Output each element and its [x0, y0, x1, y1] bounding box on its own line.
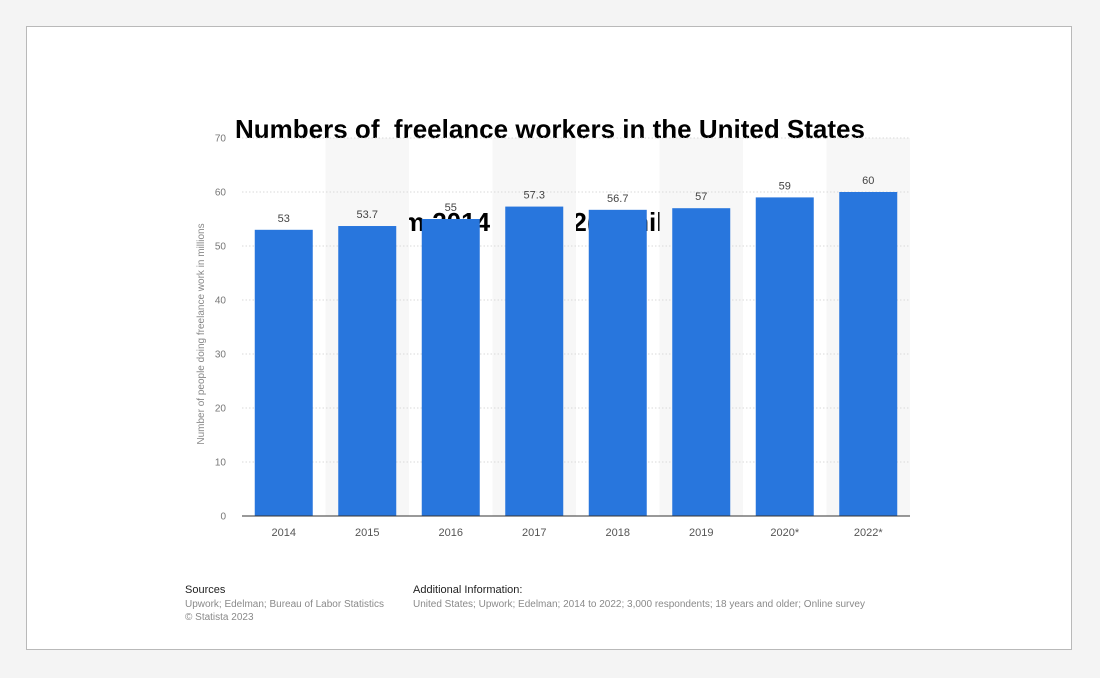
y-tick-label: 30: [215, 350, 227, 361]
y-tick-label: 10: [215, 458, 227, 469]
info-heading: Additional Information:: [413, 584, 523, 596]
x-tick-label: 2022*: [854, 527, 883, 539]
bar: [254, 229, 313, 517]
bar-value-label: 57.3: [524, 190, 545, 202]
bar-value-label: 53: [278, 213, 290, 225]
bars: 53 53.7 55 57.3 56.7 57 59 60: [254, 175, 898, 517]
bar: [755, 197, 814, 516]
y-tick-label: 70: [215, 134, 227, 145]
bar-value-label: 56.7: [607, 193, 628, 205]
bar: [839, 192, 898, 516]
bar: [421, 219, 480, 516]
y-tick-label: 60: [215, 188, 227, 199]
y-tick-label: 20: [215, 404, 227, 415]
y-axis-label: Number of people doing freelance work in…: [196, 223, 207, 444]
x-axis-ticks: 2014 2015 2016 2017 2018 2019 2020* 2022*: [272, 527, 884, 539]
bar: [505, 206, 564, 516]
y-tick-label: 0: [220, 512, 226, 523]
bar-value-label: 55: [445, 202, 457, 214]
bar-value-label: 53.7: [357, 209, 378, 221]
sources-heading: Sources: [185, 584, 226, 596]
x-tick-label: 2020*: [770, 527, 799, 539]
y-tick-label: 50: [215, 242, 227, 253]
x-tick-label: 2018: [606, 527, 630, 539]
bar-value-label: 59: [779, 180, 791, 192]
bar: [588, 209, 647, 516]
sources-line2: © Statista 2023: [185, 612, 254, 623]
bar-value-label: 60: [862, 175, 874, 187]
x-tick-label: 2015: [355, 527, 379, 539]
sources-text: Upwork; Edelman; Bureau of Labor Statist…: [185, 598, 384, 624]
x-tick-label: 2019: [689, 527, 713, 539]
y-axis-ticks: 0 10 20 30 40 50 60 70: [215, 134, 227, 523]
sources-line1[interactable]: Upwork; Edelman; Bureau of Labor Statist…: [185, 599, 384, 610]
x-tick-label: 2016: [439, 527, 463, 539]
bar-value-label: 57: [695, 191, 707, 203]
x-tick-label: 2017: [522, 527, 546, 539]
bar: [338, 226, 397, 516]
x-tick-label: 2014: [272, 527, 296, 539]
info-text: United States; Upwork; Edelman; 2014 to …: [413, 599, 865, 610]
bar: [672, 208, 731, 516]
y-tick-label: 40: [215, 296, 227, 307]
